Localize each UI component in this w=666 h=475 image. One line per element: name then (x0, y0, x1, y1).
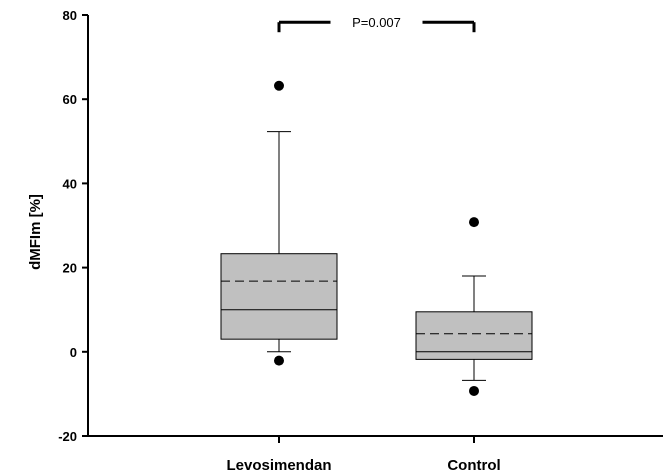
y-axis-title: dMFIm [%] (27, 194, 44, 270)
p-value-label: P=0.007 (352, 15, 401, 30)
y-tick-label: 20 (63, 261, 77, 276)
outlier-point (469, 385, 479, 396)
y-tick-label: 40 (63, 176, 77, 191)
iqr-box (220, 253, 338, 340)
x-tick-label: Control (447, 457, 500, 474)
significance-bracket: P=0.007 (277, 15, 476, 33)
y-tick-label: -20 (58, 429, 77, 444)
box-group (220, 80, 338, 366)
x-tick-label: Levosimendan (226, 457, 331, 474)
axes: -20 0 20 40 60 80 Levosimendan Control (58, 8, 663, 474)
y-tick-label: 60 (63, 92, 77, 107)
outlier-point (274, 355, 284, 366)
y-tick-label: 80 (63, 8, 77, 23)
box-group (415, 217, 533, 396)
plot-area: P=0.007 (220, 15, 533, 396)
y-tick-label: 0 (70, 345, 77, 360)
outlier-point (274, 80, 284, 91)
outlier-point (469, 217, 479, 228)
